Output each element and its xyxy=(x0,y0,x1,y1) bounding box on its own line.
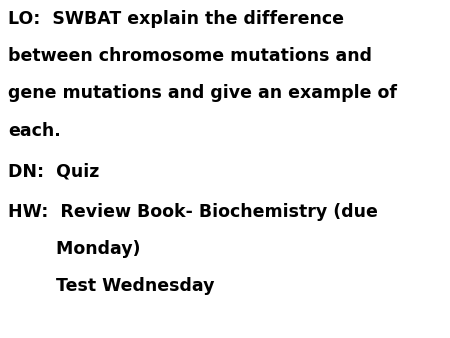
Text: Test Wednesday: Test Wednesday xyxy=(8,277,215,295)
Text: LO:  SWBAT explain the difference: LO: SWBAT explain the difference xyxy=(8,10,344,28)
Text: each.: each. xyxy=(8,122,61,140)
Text: between chromosome mutations and: between chromosome mutations and xyxy=(8,47,372,65)
Text: DN:  Quiz: DN: Quiz xyxy=(8,162,99,180)
Text: gene mutations and give an example of: gene mutations and give an example of xyxy=(8,84,397,102)
Text: HW:  Review Book- Biochemistry (due: HW: Review Book- Biochemistry (due xyxy=(8,203,378,221)
Text: Monday): Monday) xyxy=(8,240,140,258)
